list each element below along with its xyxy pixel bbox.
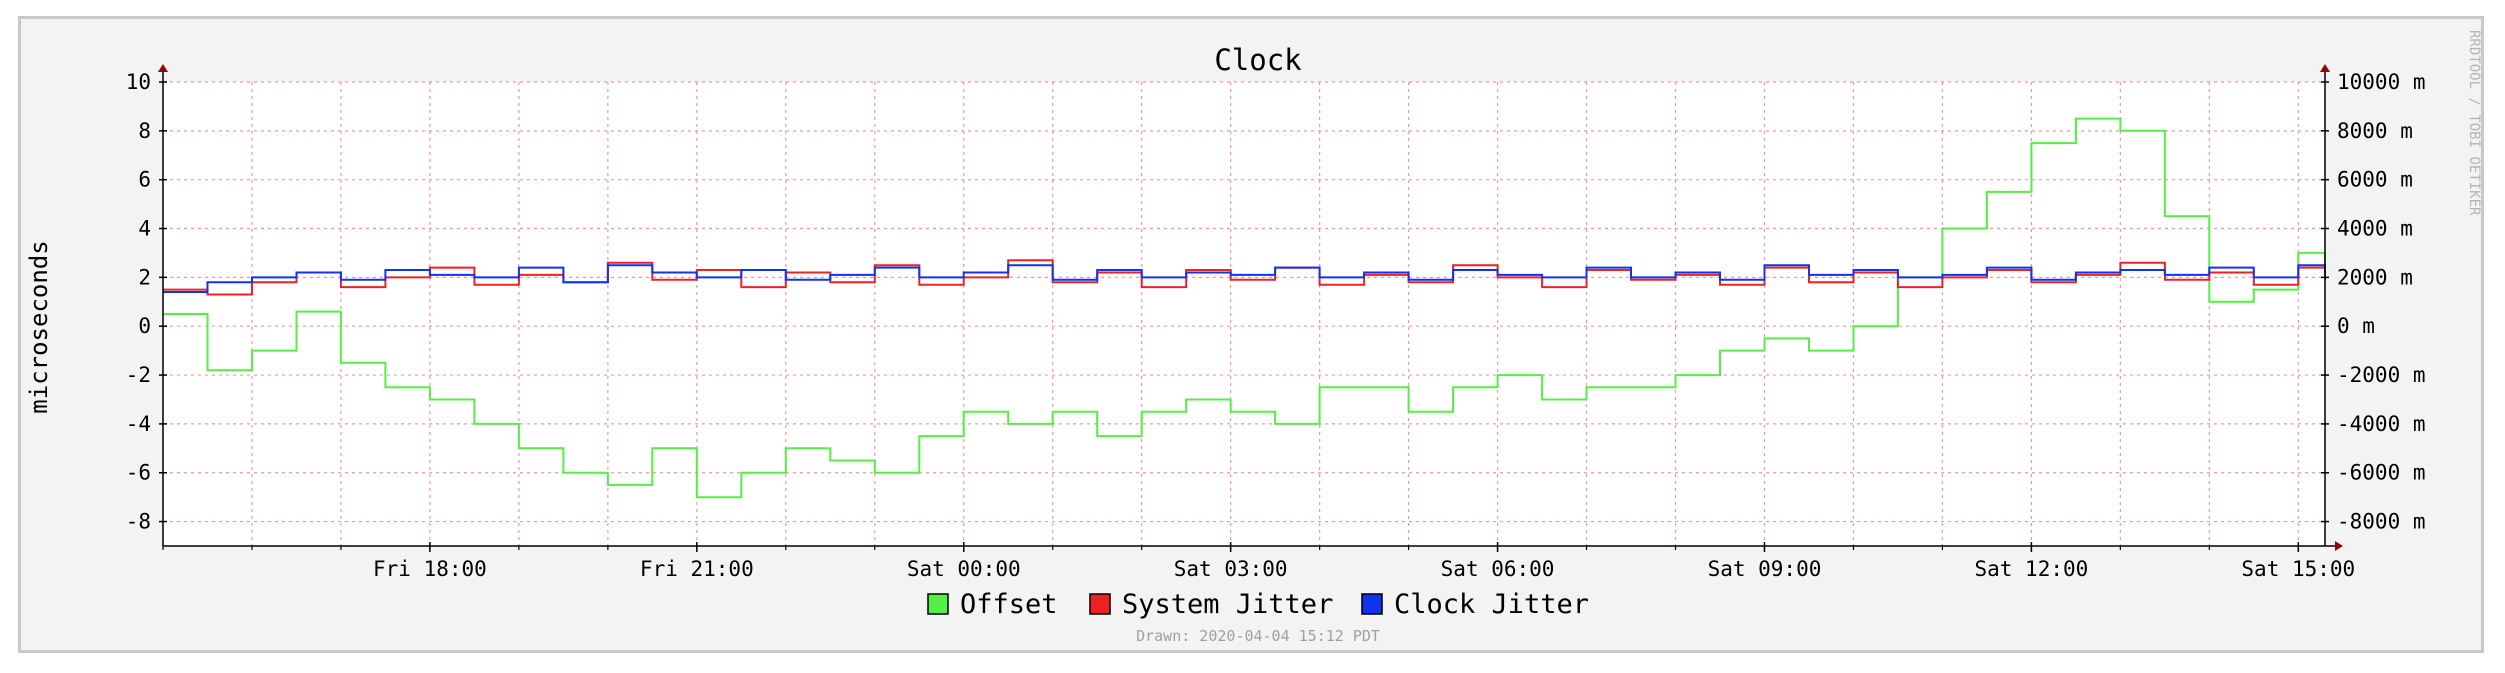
y-tick-label: 0 bbox=[138, 314, 151, 338]
x-tick-label: Sat 00:00 bbox=[907, 557, 1021, 581]
legend-item-clock-jitter: Clock Jitter bbox=[1361, 589, 1589, 620]
x-tick-label: Sat 12:00 bbox=[1974, 557, 2088, 581]
series-clock-jitter bbox=[163, 264, 2326, 293]
x-tick-label: Fri 18:00 bbox=[373, 557, 487, 581]
chart-title: Clock bbox=[1214, 43, 1302, 77]
y2-tick-label: 2000 m bbox=[2337, 265, 2413, 289]
series-offset bbox=[163, 117, 2326, 499]
plot-background bbox=[163, 82, 2325, 546]
y-tick-label: 2 bbox=[138, 265, 151, 289]
rrdtool-watermark: RRDTOOL / TOBI OETIKER bbox=[2466, 30, 2482, 216]
legend-label-offset: Offset bbox=[960, 589, 1058, 620]
plot-area bbox=[163, 117, 2326, 499]
y2-tick-label: 10000 m bbox=[2337, 70, 2426, 94]
y-tick-label: -8 bbox=[126, 510, 151, 534]
legend-item-system-jitter: System Jitter bbox=[1089, 589, 1333, 620]
legend-item-offset: Offset bbox=[927, 589, 1058, 620]
legend: Offset System Jitter Clock Jitter bbox=[927, 589, 1589, 620]
legend-swatch-offset bbox=[927, 593, 949, 615]
x-tick-label: Fri 21:00 bbox=[640, 557, 754, 581]
y-tick-label: 10 bbox=[126, 70, 151, 94]
drawn-timestamp: Drawn: 2020-04-04 15:12 PDT bbox=[1136, 627, 1380, 645]
y-tick-label: -4 bbox=[126, 412, 151, 436]
x-tick-label: Sat 03:00 bbox=[1174, 557, 1288, 581]
y2-tick-label: 8000 m bbox=[2337, 119, 2413, 143]
legend-swatch-system-jitter bbox=[1089, 593, 1111, 615]
axes: 10 10000 m 8 8000 m 6 6000 m 4 4000 m 2 2000 m 0 0 … bbox=[126, 64, 2426, 581]
y2-tick-label: -8000 m bbox=[2337, 510, 2426, 534]
y-tick-label: 8 bbox=[138, 119, 151, 143]
y-tick-label: 6 bbox=[138, 168, 151, 192]
y2-tick-label: -6000 m bbox=[2337, 461, 2426, 485]
y2-tick-label: 6000 m bbox=[2337, 168, 2413, 192]
y-axis-arrow bbox=[158, 64, 168, 72]
x-tick-label: Sat 09:00 bbox=[1708, 557, 1822, 581]
y-axis-label: microseconds bbox=[25, 240, 53, 413]
legend-swatch-clock-jitter bbox=[1361, 593, 1383, 615]
y2-tick-label: 4000 m bbox=[2337, 217, 2413, 241]
y-tick-label: -6 bbox=[126, 461, 151, 485]
grid bbox=[162, 81, 2325, 546]
y-tick-label: -2 bbox=[126, 363, 151, 387]
x-tick-label: Sat 15:00 bbox=[2241, 557, 2355, 581]
y2-tick-label: -2000 m bbox=[2337, 363, 2426, 387]
legend-label-system-jitter: System Jitter bbox=[1122, 589, 1333, 620]
y2-tick-label: 0 m bbox=[2337, 314, 2375, 338]
x-tick-label: Sat 06:00 bbox=[1441, 557, 1555, 581]
y2-axis-arrow bbox=[2320, 64, 2330, 72]
y-tick-label: 4 bbox=[138, 217, 151, 241]
x-axis-arrow bbox=[2335, 541, 2343, 551]
legend-label-clock-jitter: Clock Jitter bbox=[1394, 589, 1589, 620]
y2-tick-label: -4000 m bbox=[2337, 412, 2426, 436]
